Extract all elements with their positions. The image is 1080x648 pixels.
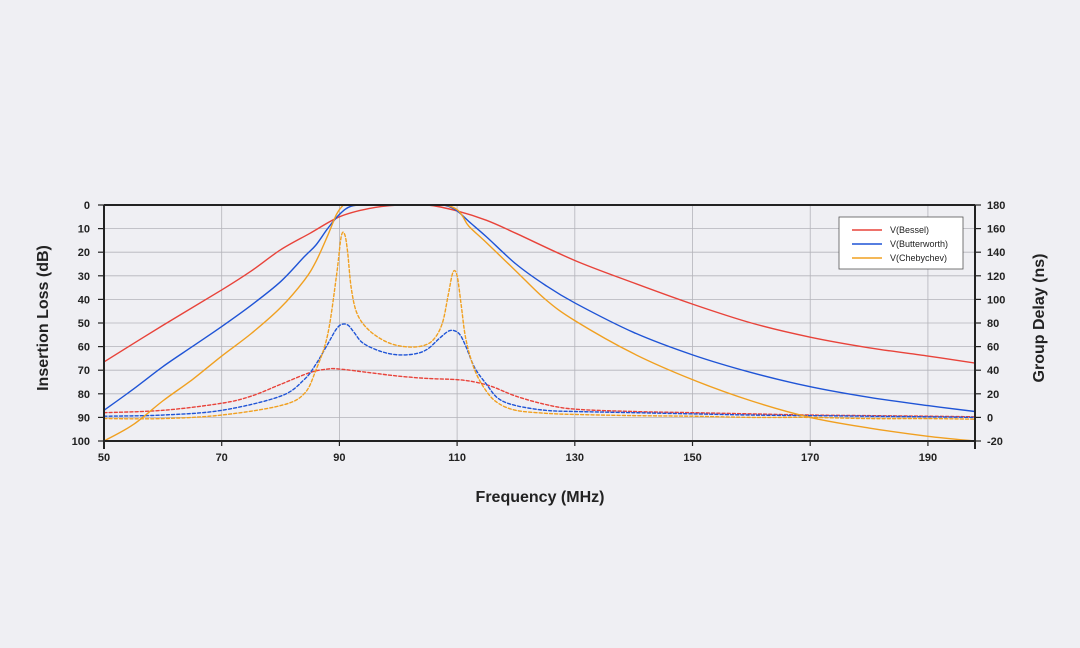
y-tick-label-right: -20 [987,436,1003,448]
y-tick-label-left: 40 [78,294,90,306]
y-tick-label-right: 100 [987,294,1005,306]
x-tick-label: 150 [683,452,701,464]
x-tick-label: 130 [566,452,584,464]
series-line-chebychev-group-delay [104,231,975,420]
y-tick-label-right: 20 [987,389,999,401]
y-tick-label-left: 30 [78,271,90,283]
x-axis-title: Frequency (MHz) [476,489,605,506]
y-tick-label-right: 0 [987,412,993,424]
y-tick-label-right: 180 [987,200,1005,212]
legend-label: V(Bessel) [890,225,929,235]
legend-label: V(Chebychev) [890,253,947,263]
y-tick-label-left: 10 [78,224,90,236]
axes [98,204,981,449]
y-tick-label-left: 90 [78,412,90,424]
y-tick-label-right: 80 [987,318,999,330]
legend: V(Bessel) V(Butterworth) V(Chebychev) [838,216,964,270]
y-axis-title-right: Group Delay (ns) [1031,254,1048,383]
x-tick-label: 50 [98,452,110,464]
x-tick-label: 190 [919,452,937,464]
y-tick-label-right: 140 [987,247,1005,259]
legend-label: V(Butterworth) [890,239,948,249]
y-tick-label-right: 40 [987,365,999,377]
y-tick-label-left: 70 [78,365,90,377]
x-tick-label: 70 [216,452,228,464]
series-line-bessel-group-delay [104,367,975,418]
legend-box [838,216,964,270]
x-tick-label: 110 [448,452,466,464]
tick-labels: 50 70 90 110 130 150 170 190 0 10 20 30 40 50 60 70 80 90… [72,200,1006,464]
y-tick-label-left: 0 [84,200,90,212]
y-tick-label-left: 60 [78,342,90,354]
x-tick-label: 90 [333,452,345,464]
y-tick-label-left: 20 [78,247,90,259]
y-tick-label-left: 50 [78,318,90,330]
y-tick-label-left: 100 [72,436,90,448]
x-tick-label: 170 [801,452,819,464]
y-tick-label-right: 120 [987,271,1005,283]
y-axis-title-left: Insertion Loss (dB) [35,245,52,391]
y-tick-label-left: 80 [78,389,90,401]
y-tick-label-right: 60 [987,342,999,354]
y-tick-label-right: 160 [987,224,1005,236]
